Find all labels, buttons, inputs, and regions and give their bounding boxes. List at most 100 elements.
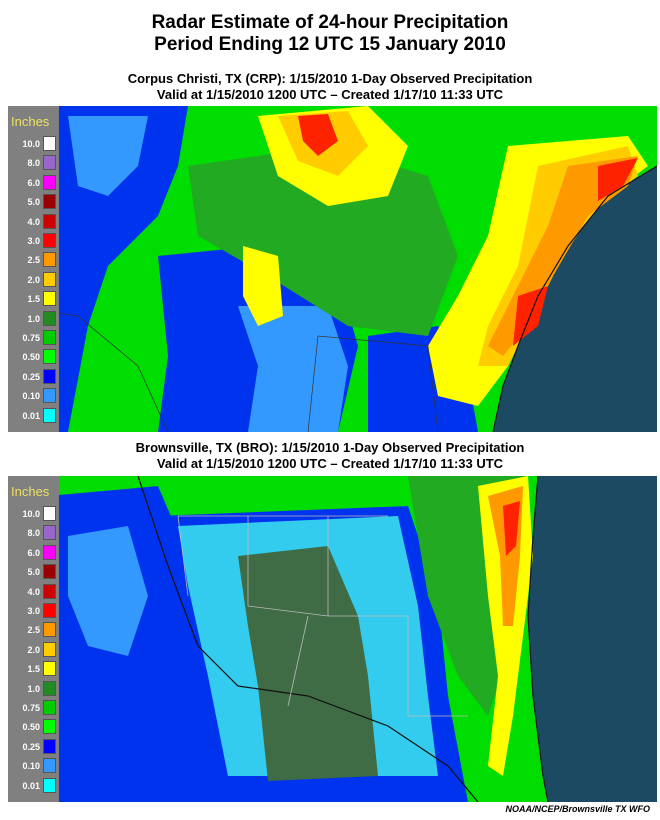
legend-color-swatch bbox=[43, 194, 56, 210]
legend-value-label: 6.0 bbox=[27, 177, 40, 188]
bro-center-nodata bbox=[238, 546, 378, 781]
bro-radar-map: Inches 10.0 8.0 6.0 5.0 4.0 3.0 2.5 2.0 1.5 1.0 0.… bbox=[8, 476, 657, 802]
crp-central-yellow bbox=[243, 246, 283, 326]
legend-value-label: 8.0 bbox=[27, 158, 40, 169]
legend-color-swatch bbox=[43, 738, 56, 754]
legend-value-label: 2.5 bbox=[27, 255, 40, 266]
map-title-line2: Period Ending 12 UTC 15 January 2010 bbox=[154, 34, 506, 55]
legend-row: 6.0 bbox=[10, 174, 59, 191]
legend-color-swatch bbox=[43, 174, 56, 190]
bro-panel-title: Brownsville, TX (BRO): 1/15/2010 1-Day O… bbox=[135, 440, 525, 455]
crp-shoreline bbox=[492, 165, 657, 432]
legend-row: 3.0 bbox=[10, 603, 59, 619]
legend-color-swatch bbox=[43, 155, 56, 171]
legend-color-swatch bbox=[43, 641, 56, 657]
crp-panel-title: Corpus Christi, TX (CRP): 1/15/2010 1-Da… bbox=[127, 71, 533, 86]
legend-value-label: 0.25 bbox=[22, 741, 40, 752]
legend-color-swatch bbox=[43, 291, 56, 307]
legend-row: 2.5 bbox=[10, 252, 59, 268]
legend-value-label: 4.0 bbox=[27, 216, 40, 227]
bro-shoreline bbox=[527, 476, 549, 802]
legend-value-label: 2.0 bbox=[27, 274, 40, 285]
legend-color-swatch bbox=[43, 252, 56, 268]
legend-row: 2.0 bbox=[10, 271, 59, 288]
legend-value-label: 0.10 bbox=[22, 391, 40, 402]
legend-row: 0.10 bbox=[10, 758, 59, 774]
legend-row: 1.0 bbox=[10, 680, 59, 697]
legend-row: 8.0 bbox=[10, 155, 59, 171]
legend-row: 0.25 bbox=[10, 738, 59, 755]
legend-row: 5.0 bbox=[10, 564, 59, 580]
legend-row: 1.0 bbox=[10, 310, 59, 327]
map-title-line1: Radar Estimate of 24-hour Precipitation bbox=[151, 12, 509, 33]
legend-value-label: 10.0 bbox=[22, 509, 40, 519]
legend-row: 0.75 bbox=[10, 330, 59, 346]
legend-units-label: Inches bbox=[11, 484, 50, 499]
legend-value-label: 3.0 bbox=[27, 606, 40, 616]
legend-row: 4.0 bbox=[10, 213, 59, 230]
legend-color-swatch bbox=[43, 330, 56, 345]
legend-row: 8.0 bbox=[10, 525, 59, 541]
legend-color-swatch bbox=[43, 233, 56, 248]
legend-color-swatch bbox=[43, 700, 56, 715]
legend-value-label: 0.25 bbox=[22, 371, 40, 382]
legend-color-swatch bbox=[43, 506, 56, 521]
legend-row: 10.0 bbox=[10, 136, 59, 152]
bro-color-legend: Inches 10.0 8.0 6.0 5.0 4.0 3.0 2.5 2.0 1.5 1.0 0.… bbox=[8, 476, 59, 802]
legend-row: 1.5 bbox=[10, 661, 59, 677]
crp-panel-valid-time: Valid at 1/15/2010 1200 UTC – Created 1/… bbox=[156, 87, 504, 102]
crp-coast-red bbox=[513, 158, 638, 346]
bro-coast-red bbox=[503, 501, 520, 556]
crp-north-red bbox=[298, 114, 338, 156]
legend-value-label: 3.0 bbox=[27, 236, 40, 246]
legend-row: 6.0 bbox=[10, 544, 59, 561]
legend-color-swatch bbox=[43, 349, 56, 365]
legend-value-label: 0.50 bbox=[22, 722, 40, 733]
bro-rio-grande bbox=[137, 476, 479, 802]
legend-row: 0.25 bbox=[10, 368, 59, 385]
legend-value-label: 2.0 bbox=[27, 644, 40, 655]
legend-color-swatch bbox=[43, 388, 56, 404]
bro-county-lines bbox=[177, 515, 468, 717]
bro-precip-field bbox=[8, 476, 657, 802]
legend-value-label: 2.5 bbox=[27, 625, 40, 636]
legend-row: 3.0 bbox=[10, 233, 59, 249]
legend-value-label: 6.0 bbox=[27, 547, 40, 558]
legend-row: 0.01 bbox=[10, 777, 59, 794]
legend-value-label: 0.10 bbox=[22, 761, 40, 772]
legend-value-label: 0.01 bbox=[22, 780, 40, 791]
legend-color-swatch bbox=[43, 544, 56, 560]
legend-color-swatch bbox=[43, 271, 56, 287]
crp-west-lightblue bbox=[68, 116, 148, 196]
legend-color-swatch bbox=[43, 136, 56, 151]
legend-value-label: 1.0 bbox=[27, 313, 40, 324]
legend-row: 4.0 bbox=[10, 583, 59, 600]
legend-row: 2.5 bbox=[10, 622, 59, 638]
legend-value-label: 8.0 bbox=[27, 528, 40, 539]
legend-color-swatch bbox=[43, 758, 56, 774]
legend-value-label: 1.5 bbox=[27, 664, 40, 675]
legend-value-label: 5.0 bbox=[27, 567, 40, 578]
legend-color-swatch bbox=[43, 583, 56, 599]
legend-row: 1.5 bbox=[10, 291, 59, 307]
crp-central-green bbox=[188, 146, 458, 336]
legend-value-label: 4.0 bbox=[27, 586, 40, 597]
legend-value-label: 10.0 bbox=[22, 139, 40, 149]
legend-color-swatch bbox=[43, 525, 56, 541]
legend-color-swatch bbox=[43, 661, 56, 677]
legend-color-swatch bbox=[43, 603, 56, 618]
legend-color-swatch bbox=[43, 213, 56, 229]
legend-value-label: 0.75 bbox=[22, 703, 40, 713]
legend-color-swatch bbox=[43, 310, 56, 326]
bro-panel-valid-time: Valid at 1/15/2010 1200 UTC – Created 1/… bbox=[156, 456, 504, 471]
legend-value-label: 0.75 bbox=[22, 333, 40, 343]
legend-color-swatch bbox=[43, 680, 56, 696]
legend-color-swatch bbox=[43, 777, 56, 793]
legend-color-swatch bbox=[43, 407, 56, 423]
legend-row: 0.10 bbox=[10, 388, 59, 404]
bro-west-lightblue bbox=[68, 526, 148, 656]
legend-value-label: 1.5 bbox=[27, 294, 40, 305]
legend-row: 0.75 bbox=[10, 700, 59, 716]
legend-row: 10.0 bbox=[10, 506, 59, 522]
crp-south-lightblue bbox=[238, 306, 348, 432]
